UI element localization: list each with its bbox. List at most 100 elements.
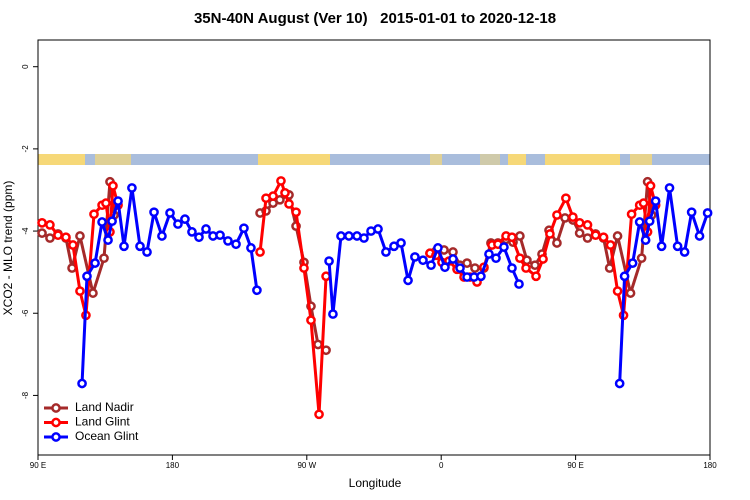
data-point (239, 223, 249, 234)
data-point (531, 271, 541, 282)
land-mask-strip (38, 154, 710, 165)
data-point (507, 232, 517, 243)
y-tick-label: -4 (21, 227, 30, 235)
data-point (614, 378, 625, 389)
x-tick-label: 180 (703, 461, 717, 470)
data-point (462, 258, 472, 268)
data-point (99, 253, 109, 264)
chart-title: 35N-40N August (Ver 10) 2015-01-01 to 20… (194, 10, 556, 27)
data-point (694, 231, 705, 241)
data-point (276, 176, 286, 186)
plot-frame (37, 39, 711, 456)
data-point (433, 243, 443, 253)
data-point (484, 249, 494, 259)
data-point (215, 230, 225, 241)
data-point (187, 227, 197, 237)
legend-label: Ocean Glint (75, 429, 139, 443)
data-point (90, 258, 100, 268)
data-point (619, 271, 630, 282)
data-point (61, 232, 71, 243)
y-axis-label: XCO2 - MLO trend (ppm) (1, 181, 15, 316)
data-point (530, 260, 540, 271)
data-point (103, 235, 113, 245)
y-tick-label: -2 (21, 145, 30, 153)
data-point (396, 238, 406, 248)
data-point (291, 207, 301, 218)
data-point (470, 263, 480, 273)
data-point (627, 258, 638, 268)
data-point (545, 229, 555, 239)
data-point (324, 256, 334, 266)
data-point (336, 231, 346, 241)
data-point (590, 230, 601, 241)
data-point (127, 183, 137, 193)
x-tick-label: 90 W (297, 461, 316, 470)
data-point (107, 216, 117, 227)
x-tick-label: 0 (439, 461, 444, 470)
data-point (313, 339, 323, 350)
data-point (314, 409, 324, 420)
data-point (268, 191, 278, 201)
legend-marker (51, 417, 61, 428)
data-point (644, 216, 655, 227)
data-point (280, 188, 290, 198)
data-point (194, 232, 204, 243)
data-point (672, 241, 683, 252)
data-point (68, 240, 78, 250)
data-point (626, 209, 637, 220)
data-point (552, 210, 562, 220)
data-point (142, 247, 152, 257)
data-point (645, 181, 656, 191)
data-point (75, 286, 85, 296)
data-point (640, 235, 651, 245)
data-point (135, 241, 145, 252)
data-point (491, 253, 501, 264)
data-point (538, 254, 548, 264)
data-point (403, 275, 413, 286)
data-point (45, 233, 55, 243)
data-point (448, 254, 458, 264)
data-point (75, 231, 85, 241)
data-point (515, 231, 525, 241)
data-point (514, 279, 524, 289)
legend-marker (51, 403, 61, 413)
data-point (426, 260, 436, 271)
data-point (201, 224, 211, 234)
data-point (149, 207, 159, 218)
data-point (113, 196, 123, 206)
data-point (598, 232, 609, 243)
data-point (108, 181, 118, 191)
data-point (157, 231, 167, 241)
data-point (359, 233, 369, 243)
data-point (605, 240, 616, 250)
data-point (582, 233, 593, 243)
data-point (165, 208, 175, 218)
data-point (180, 214, 190, 224)
legend-marker (51, 432, 61, 442)
y-tick-label: 0 (21, 64, 30, 69)
data-point (507, 263, 517, 273)
data-point (231, 239, 241, 250)
data-point (252, 285, 262, 296)
data-point (381, 247, 391, 257)
data-point (625, 288, 636, 298)
y-tick-label: -8 (21, 391, 30, 399)
data-point (656, 241, 667, 252)
x-tick-label: 180 (166, 461, 180, 470)
data-point (173, 219, 183, 229)
data-point (499, 242, 509, 252)
data-point (53, 230, 63, 241)
data-point (418, 255, 428, 266)
data-point (97, 217, 107, 227)
data-point (77, 378, 87, 389)
data-point (440, 262, 450, 273)
x-tick-label: 90 E (567, 461, 583, 470)
data-point (275, 194, 285, 205)
data-point (246, 243, 256, 253)
series-line (80, 186, 710, 384)
data-point (638, 198, 649, 208)
data-point (634, 217, 645, 227)
data-point (45, 220, 55, 230)
data-point (306, 315, 316, 326)
